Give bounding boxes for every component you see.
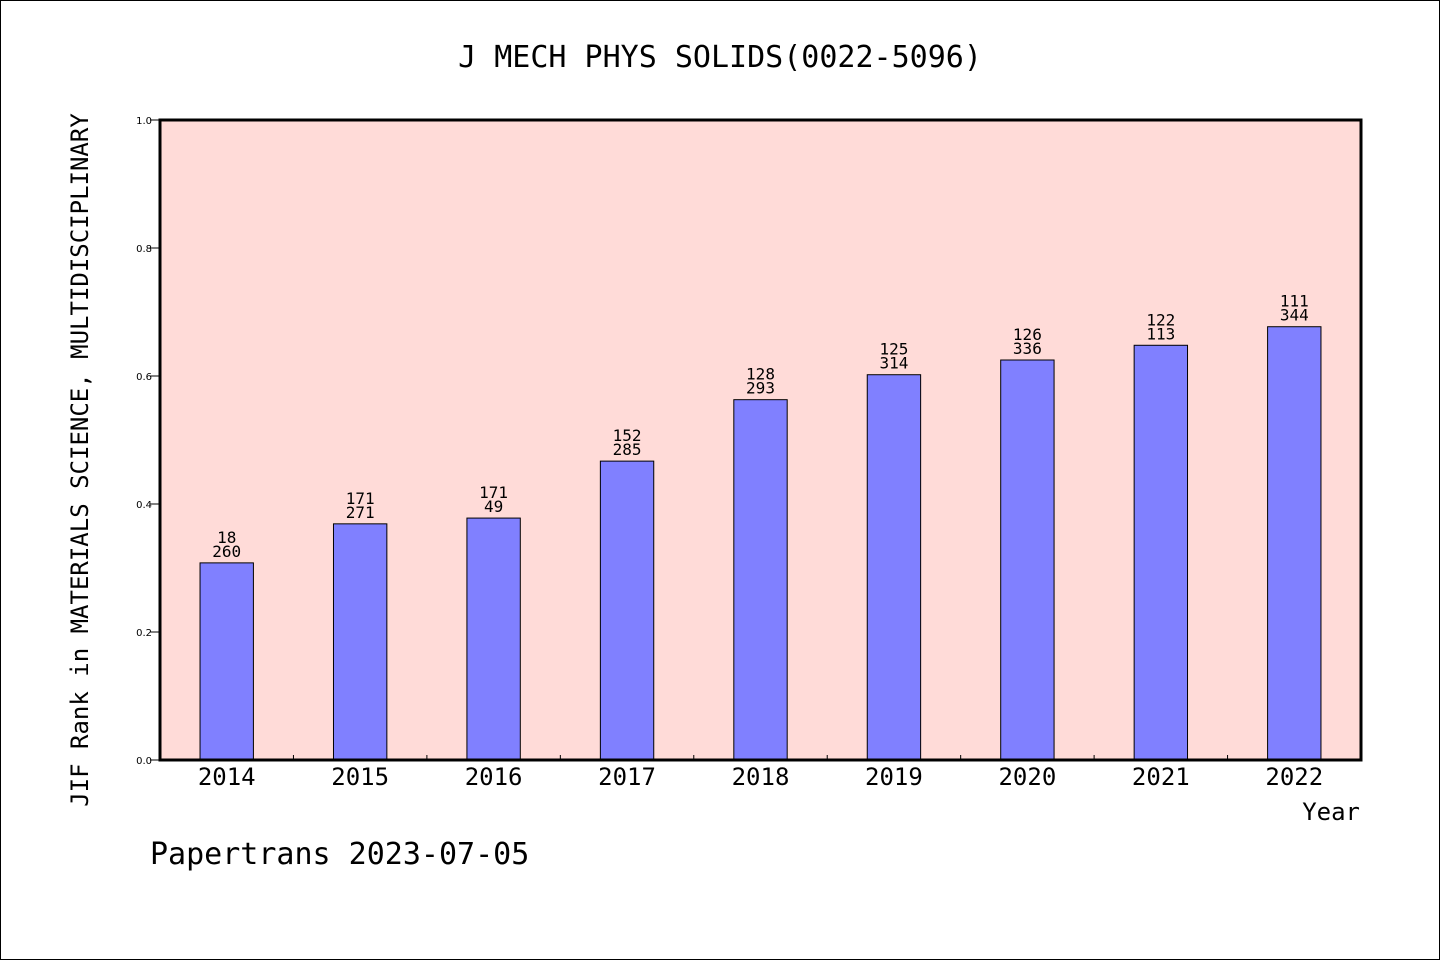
bar-2022 (1267, 326, 1322, 761)
bar-data-label: 314 (879, 354, 908, 373)
bar-data-label: 126 (1013, 325, 1042, 344)
bar-data-label: 285 (613, 440, 642, 459)
bar-data-label: 344 (1280, 306, 1309, 325)
bar-data-label: 171 (346, 489, 375, 508)
bar-2021 (1133, 344, 1189, 761)
y-tick-label: 0.6 (136, 372, 152, 383)
footer-credit: Papertrans 2023-07-05 (150, 837, 529, 872)
bar-data-label: 125 (879, 340, 908, 359)
bar-2019 (866, 374, 922, 761)
bar-data-label: 18 (217, 528, 236, 547)
x-tick-label: 2019 (865, 763, 923, 791)
bar-data-label: 152 (613, 426, 642, 445)
y-tick-label: 0.2 (136, 628, 152, 639)
plot-border (158, 118, 1363, 762)
bar-labels: 1826017127117149152285128293125314126336… (212, 292, 1308, 561)
x-tick-label: 2021 (1132, 763, 1190, 791)
bar-2017 (599, 460, 655, 761)
y-tick-label: 0.0 (136, 756, 152, 767)
x-tick-label: 2017 (598, 763, 656, 791)
y-tick-label: 0.8 (136, 244, 152, 255)
x-tick-label: 2015 (331, 763, 389, 791)
bar-series (199, 326, 1322, 761)
bar-data-label: 271 (346, 503, 375, 522)
x-tick-label: 2016 (465, 763, 523, 791)
bar-2014 (199, 562, 254, 761)
bar-data-label: 260 (212, 542, 241, 561)
chart-title: J MECH PHYS SOLIDS(0022-5096) (458, 40, 982, 75)
y-tick-label: 1.0 (136, 116, 152, 127)
bar-data-label: 293 (746, 379, 775, 398)
bar-2015 (332, 523, 388, 761)
bar-2018 (733, 399, 788, 761)
bar-2020 (1000, 359, 1055, 761)
x-tick-label: 2022 (1265, 763, 1323, 791)
bar-data-label: 49 (484, 497, 503, 516)
y-axis-ticks: 0.0 0.2 0.4 0.6 0.8 1.0 (136, 116, 160, 767)
y-axis-label: JIF Rank in MATERIALS SCIENCE, MULTIDISC… (66, 113, 94, 807)
x-tick-label: 2018 (732, 763, 790, 791)
x-tick-label: 2020 (998, 763, 1056, 791)
bar-data-label: 128 (746, 365, 775, 384)
bar-2016 (466, 517, 521, 761)
bar-data-label: 111 (1280, 292, 1309, 311)
y-tick-label: 0.4 (136, 500, 152, 511)
bar-data-label: 336 (1013, 339, 1042, 358)
x-axis-label: Year (1302, 798, 1360, 826)
bar-data-label: 171 (479, 483, 508, 502)
x-axis-tick-labels: 2014 2015 2016 2017 2018 2019 2020 2021 2022 (198, 763, 1323, 791)
bar-data-label: 113 (1146, 324, 1175, 343)
x-tick-label: 2014 (198, 763, 256, 791)
bar-data-label: 122 (1146, 310, 1175, 329)
